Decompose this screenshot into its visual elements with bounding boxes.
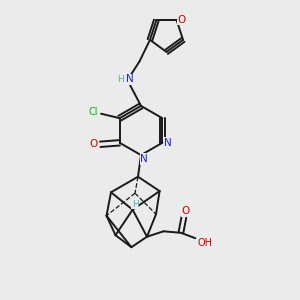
Text: N: N [140,154,148,164]
Text: O: O [181,206,190,217]
Text: H: H [132,200,138,209]
Text: Cl: Cl [89,107,98,117]
Text: O: O [89,139,98,149]
Text: O: O [177,14,186,25]
Text: H: H [118,75,124,84]
Text: N: N [164,138,172,148]
Text: OH: OH [197,238,212,248]
Text: N: N [126,74,134,84]
